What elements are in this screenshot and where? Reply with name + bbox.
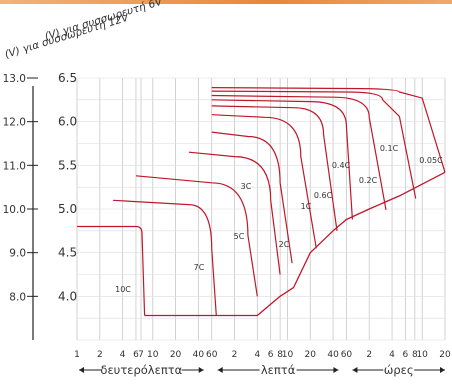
- x-tick-label: 20: [305, 350, 317, 360]
- x-tick-label: 6: [403, 350, 409, 360]
- y-label-6v: (V) για συσσωρευτή 6V: [43, 0, 164, 43]
- x-unit-label: λεπτά: [261, 363, 296, 377]
- series-label-1C: 1C: [301, 202, 312, 211]
- series-label-0-05C: 0.05C: [419, 156, 443, 165]
- series-line-5C: [135, 175, 258, 297]
- series-line-0-4C: [211, 99, 353, 220]
- x-tick-label: 8: [412, 350, 418, 360]
- series-line-0-2C: [211, 94, 387, 211]
- series-label-0-2C: 0.2C: [359, 176, 378, 185]
- x-axis: 1 2 4 6 7 10 20 40 60 2 4 6 810 20 40 60 2 4 6 810 20: [74, 350, 451, 360]
- unit-arrowhead-left: [217, 367, 223, 373]
- grid: [76, 77, 446, 341]
- x-tick-label: 2: [366, 350, 372, 360]
- y-tick-label-12v: 13.0: [3, 73, 26, 85]
- x-unit-label: δευτερόλεπτα: [100, 363, 182, 377]
- unit-arrowhead-right: [333, 367, 339, 373]
- envelope-line: [144, 171, 446, 317]
- series-label-3C: 3C: [241, 182, 252, 191]
- y-tick-label-12v: 12.0: [3, 117, 26, 129]
- series-label-0-4C: 0.4C: [332, 161, 351, 170]
- x-tick-label: 2: [97, 350, 103, 360]
- envelope-curve: [144, 171, 446, 317]
- x-tick-label: 60: [341, 350, 353, 360]
- series-line-3C: [188, 151, 281, 275]
- unit-arrowhead-left: [352, 367, 358, 373]
- x-tick-label: 1: [74, 350, 80, 360]
- x-tick-label: 4: [120, 350, 126, 360]
- y-tick-label-12v: 9.0: [9, 248, 26, 260]
- series-line-1C: [211, 114, 317, 249]
- x-tick-label: 6: [268, 350, 274, 360]
- series-label-7C: 7C: [194, 263, 205, 272]
- x-tick-label: 8: [277, 350, 283, 360]
- x-tick-label: 7: [138, 350, 144, 360]
- y-tick-label-6v: 4.5: [58, 246, 77, 260]
- x-tick-label: 4: [389, 350, 395, 360]
- x-tick-label: 10: [147, 350, 159, 360]
- y-tick-label-12v: 8.0: [9, 291, 26, 303]
- x-tick-label: 20: [439, 350, 451, 360]
- unit-arrowhead-left: [79, 367, 84, 373]
- y-tick-label-6v: 5.0: [58, 202, 77, 216]
- series-label-5C: 5C: [234, 232, 245, 241]
- series-line-2C: [211, 131, 293, 264]
- series-line-0-6C: [211, 105, 338, 231]
- series-label-0-6C: 0.6C: [314, 191, 333, 200]
- series-line-10C: [77, 225, 146, 316]
- series-line-0-1C: [211, 90, 417, 199]
- x-tick-label: 60: [206, 350, 218, 360]
- x-tick-label: 2: [232, 350, 238, 360]
- unit-arrowhead-right: [440, 367, 445, 373]
- y-axis-12v: 13.0 12.0 11.0 10.0 9.0 8.0: [3, 73, 38, 303]
- y-tick-label-6v: 6.5: [58, 71, 77, 85]
- series-label-2C: 2C: [279, 240, 290, 249]
- header-accent-bar: [0, 0, 452, 4]
- y-tick-label-6v: 4.0: [58, 289, 77, 303]
- x-tick-label: 10: [282, 350, 294, 360]
- x-tick-label: 6: [133, 350, 139, 360]
- x-unit-label: ώρες: [384, 363, 414, 377]
- y-tick-label-12v: 10.0: [3, 204, 26, 216]
- x-units: δευτερόλεπτα λεπτά ώρες: [79, 363, 445, 377]
- series-label-10C: 10C: [115, 285, 131, 294]
- y-tick-label-6v: 5.5: [58, 158, 77, 172]
- y-axis-6v: 6.5 6.0 5.5 5.0 4.5 4.0: [58, 71, 77, 303]
- unit-arrowhead-right: [198, 367, 204, 373]
- series-line-7C: [113, 199, 217, 316]
- y-tick-label-6v: 6.0: [58, 115, 77, 129]
- series-line-0-05C: [211, 87, 446, 173]
- x-tick-label: 4: [254, 350, 260, 360]
- x-tick-label: 40: [327, 350, 339, 360]
- series-label-0-1C: 0.1C: [380, 144, 399, 153]
- x-tick-label: 40: [193, 350, 205, 360]
- x-tick-label: 20: [170, 350, 182, 360]
- x-tick-label: 10: [416, 350, 428, 360]
- y-tick-label-12v: 11.0: [3, 160, 26, 172]
